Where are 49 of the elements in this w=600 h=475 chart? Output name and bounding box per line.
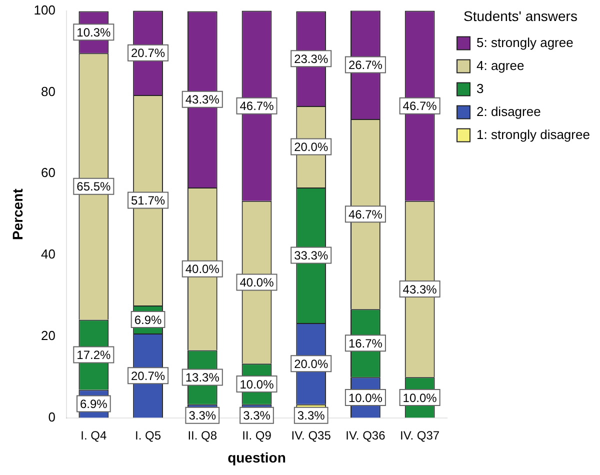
- y-tick-label: 20: [41, 328, 56, 343]
- y-tick-label: 40: [41, 246, 56, 262]
- x-tick-label: II. Q8: [188, 428, 218, 442]
- data-label: 6.9%: [80, 397, 108, 412]
- data-label: 40.0%: [185, 262, 220, 276]
- x-tick-label: IV. Q37: [400, 428, 440, 442]
- data-label: 46.7%: [402, 99, 438, 114]
- x-tick-label: IV. Q36: [346, 428, 386, 442]
- data-label: 3.3%: [297, 408, 326, 423]
- data-label: 20.7%: [131, 368, 166, 383]
- x-tick-label: II. Q9: [242, 428, 272, 442]
- data-label: 20.0%: [294, 140, 328, 154]
- data-label: 26.7%: [348, 58, 383, 72]
- data-label: 51.7%: [131, 194, 166, 208]
- data-label: 3.3%: [188, 408, 216, 423]
- y-tick-label: 0: [48, 409, 56, 424]
- y-tick-label: 60: [41, 165, 56, 180]
- x-tick-label: IV. Q35: [291, 428, 332, 442]
- data-label: 6.9%: [134, 312, 162, 327]
- data-label: 20.0%: [294, 356, 328, 371]
- x-tick-label: I. Q4: [80, 428, 107, 442]
- data-label: 10.0%: [402, 390, 438, 405]
- data-label: 43.3%: [402, 282, 438, 296]
- legend-label: 5: strongly agree: [476, 34, 574, 50]
- legend-label: 4: agree: [476, 58, 524, 73]
- data-label: 23.3%: [294, 52, 328, 66]
- data-label: 17.2%: [76, 348, 112, 362]
- data-label: 10.0%: [240, 377, 274, 392]
- data-label: 3.3%: [243, 408, 271, 423]
- data-label: 13.3%: [185, 370, 220, 385]
- data-label: 20.7%: [131, 46, 166, 60]
- legend-label: 2: disagree: [476, 104, 541, 119]
- data-label: 10.0%: [348, 390, 383, 405]
- y-tick-label: 80: [41, 84, 56, 99]
- legend-title: Students' answers: [464, 8, 578, 24]
- y-axis-title: Percent: [9, 188, 26, 240]
- data-label: 65.5%: [76, 180, 112, 194]
- legend-label: 1: strongly disagree: [476, 126, 590, 142]
- data-label: 46.7%: [240, 99, 274, 114]
- x-tick-label: I. Q5: [135, 428, 162, 442]
- data-label: 46.7%: [348, 207, 383, 222]
- data-label: 10.3%: [76, 25, 112, 40]
- data-label: 16.7%: [348, 336, 383, 350]
- legend-label: 3: [476, 80, 484, 96]
- x-axis-title: question: [228, 449, 286, 466]
- data-label: 40.0%: [240, 276, 274, 290]
- data-label: 43.3%: [185, 92, 220, 107]
- data-label: 33.3%: [294, 248, 328, 263]
- y-tick-label: 100: [34, 2, 56, 18]
